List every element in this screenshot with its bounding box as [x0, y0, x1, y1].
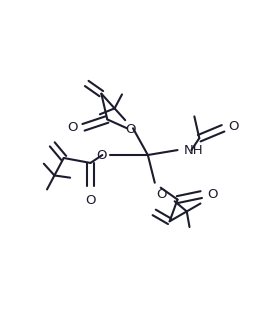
Text: O: O [96, 149, 106, 161]
Text: O: O [207, 188, 218, 201]
Text: O: O [67, 121, 78, 134]
Text: O: O [125, 123, 135, 136]
Text: O: O [85, 194, 96, 207]
Text: O: O [228, 120, 239, 133]
Text: O: O [157, 188, 167, 201]
Text: NH: NH [184, 143, 203, 157]
